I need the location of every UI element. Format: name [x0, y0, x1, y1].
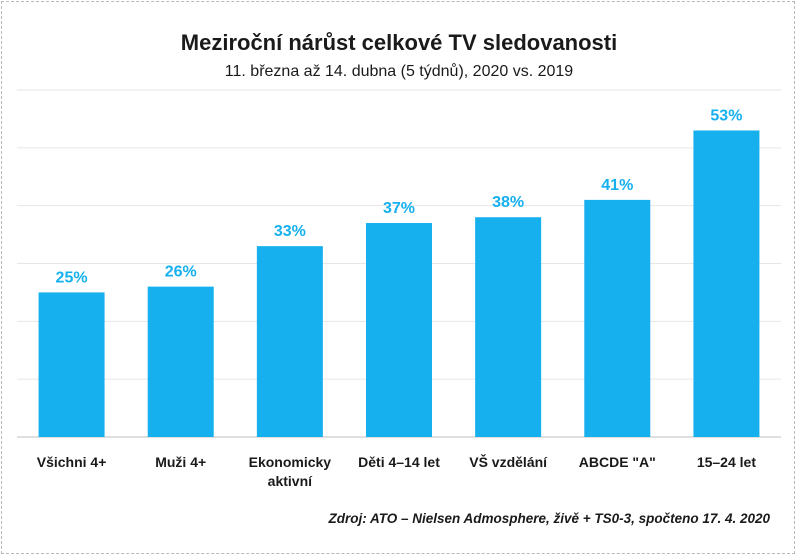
- x-tick-label: Všichni 4+: [37, 454, 107, 470]
- bar: [693, 130, 760, 437]
- x-tick-label: Děti 4–14 let: [358, 454, 440, 470]
- data-label: 41%: [601, 177, 633, 194]
- data-label: 37%: [383, 200, 415, 217]
- bar: [366, 223, 432, 437]
- data-label: 25%: [56, 269, 88, 286]
- x-tick-label: Muži 4+: [155, 454, 206, 470]
- x-tick-label: aktivní: [268, 473, 313, 489]
- chart-subtitle: 11. března až 14. dubna (5 týdnů), 2020 …: [224, 63, 574, 80]
- bar: [584, 199, 651, 437]
- data-label: 53%: [710, 107, 742, 124]
- data-label: 33%: [274, 223, 306, 240]
- x-tick-label: VŠ vzdělání: [469, 453, 548, 470]
- x-tick-label: 15–24 let: [697, 454, 756, 470]
- x-tick-label: Ekonomicky: [249, 454, 332, 470]
- source-note: Zdroj: ATO – Nielsen Admosphere, živě + …: [328, 511, 770, 526]
- data-label: 38%: [492, 194, 524, 211]
- bar: [147, 286, 214, 437]
- bar: [38, 292, 105, 437]
- bar: [475, 217, 542, 437]
- bar: [256, 246, 323, 437]
- data-label: 26%: [165, 264, 197, 281]
- chart-title: Meziroční nárůst celkové TV sledovanosti: [180, 30, 618, 55]
- x-tick-label: ABCDE "A": [579, 454, 656, 470]
